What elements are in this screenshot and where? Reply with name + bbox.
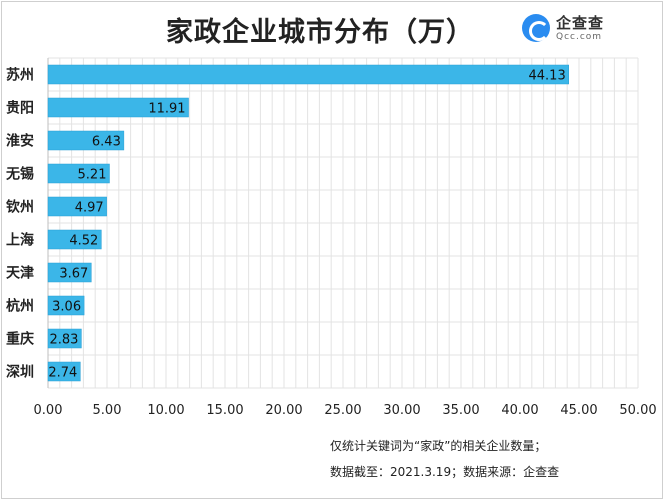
category-label: 苏州 — [6, 67, 34, 84]
bar — [47, 229, 102, 250]
labels: 0.00 5.00 10.00 15.00 20.00 25.00 30.00 35.00 40… — [5, 67, 657, 419]
bar — [47, 262, 92, 283]
x-tick-label: 50.00 — [619, 403, 656, 418]
value-label: 44.13 — [529, 69, 566, 84]
value-label: 5.21 — [78, 168, 107, 183]
x-tick-label: 20.00 — [265, 403, 302, 418]
category-label: 钦州 — [6, 199, 34, 216]
x-tick-label: 40.00 — [501, 403, 538, 418]
category-label: 淮安 — [6, 133, 34, 150]
category-label: 上海 — [6, 232, 34, 249]
category-label: 重庆 — [6, 331, 34, 348]
category-label: 杭州 — [6, 298, 34, 315]
value-label: 2.83 — [49, 333, 78, 348]
bars — [47, 64, 569, 382]
x-tick-label: 30.00 — [383, 403, 420, 418]
value-label: 4.52 — [69, 234, 98, 249]
bar — [47, 328, 82, 349]
category-label: 天津 — [6, 265, 34, 282]
bar — [47, 97, 189, 118]
x-tick-label: 25.00 — [324, 403, 361, 418]
gridlines — [48, 57, 639, 389]
category-label: 深圳 — [6, 364, 34, 381]
bar — [47, 295, 85, 316]
x-tick-label: 15.00 — [206, 403, 243, 418]
value-label: 2.74 — [48, 366, 77, 381]
value-label: 11.91 — [148, 102, 185, 117]
note-source: 数据截至：2021.3.19；数据来源：企查查 — [330, 465, 560, 479]
brand-logo: 企查查 Qcc.com — [522, 12, 632, 46]
bar — [47, 361, 81, 382]
bar — [47, 64, 569, 85]
x-tick-label: 45.00 — [560, 403, 597, 418]
category-label: 无锡 — [5, 166, 34, 183]
value-label: 3.67 — [59, 267, 88, 282]
logo-domain: Qcc.com — [556, 32, 603, 42]
category-label: 贵阳 — [6, 100, 34, 117]
bar — [47, 196, 107, 217]
chart-title: 家政企业城市分布（万） — [166, 17, 474, 48]
logo-name: 企查查 — [556, 14, 605, 32]
qcc-logo-icon — [522, 14, 550, 42]
bar — [47, 130, 125, 151]
note-keyword: 仅统计关键词为“家政”的相关企业数量； — [330, 439, 547, 453]
x-tick-label: 35.00 — [442, 403, 479, 418]
x-tick-label: 0.00 — [34, 403, 63, 418]
x-tick-label: 5.00 — [93, 403, 122, 418]
value-label: 6.43 — [92, 135, 121, 150]
bar — [47, 163, 110, 184]
value-label: 3.06 — [52, 300, 81, 315]
value-label: 4.97 — [75, 201, 104, 216]
x-tick-label: 10.00 — [147, 403, 184, 418]
